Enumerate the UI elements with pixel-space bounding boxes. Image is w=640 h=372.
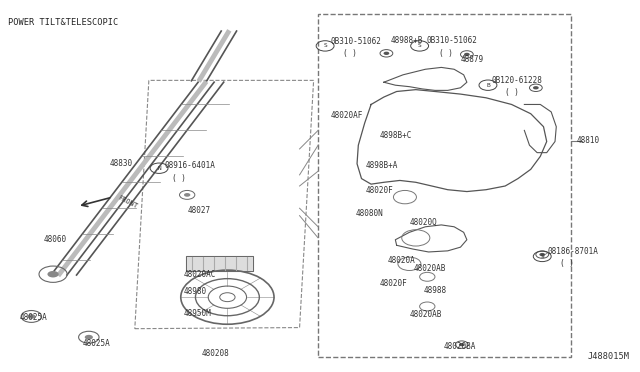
Text: FRONT: FRONT xyxy=(117,194,139,209)
Text: ( ): ( ) xyxy=(505,88,519,97)
Circle shape xyxy=(533,86,539,89)
Text: S: S xyxy=(540,254,544,259)
Text: J488015M: J488015M xyxy=(588,352,630,361)
Text: 480208: 480208 xyxy=(202,349,230,358)
Text: 08186-8701A: 08186-8701A xyxy=(547,247,598,256)
Text: 48020F: 48020F xyxy=(380,279,408,288)
Text: 0B120-61228: 0B120-61228 xyxy=(491,76,542,85)
Polygon shape xyxy=(186,256,253,271)
Text: 48025A: 48025A xyxy=(20,313,47,322)
Text: 48080N: 48080N xyxy=(356,209,383,218)
Circle shape xyxy=(464,53,470,56)
Circle shape xyxy=(47,271,59,278)
Text: 48980: 48980 xyxy=(184,287,207,296)
Text: 48025A: 48025A xyxy=(83,339,110,348)
Text: S: S xyxy=(323,44,327,48)
Circle shape xyxy=(28,314,35,319)
Text: 48020A: 48020A xyxy=(388,256,415,265)
Text: 48830: 48830 xyxy=(109,159,132,168)
Text: 48950M: 48950M xyxy=(184,310,212,318)
Circle shape xyxy=(459,343,465,346)
Text: 4898B+C: 4898B+C xyxy=(380,131,412,141)
Text: N: N xyxy=(157,166,161,171)
Text: 48020AB: 48020AB xyxy=(413,264,445,273)
Text: 48879: 48879 xyxy=(461,55,484,64)
Text: 48988+B: 48988+B xyxy=(390,36,422,45)
Text: ( ): ( ) xyxy=(560,259,574,268)
Circle shape xyxy=(383,52,389,55)
Text: 48060: 48060 xyxy=(44,235,67,244)
Text: 0B310-51062: 0B310-51062 xyxy=(330,37,381,46)
Text: 48020AB: 48020AB xyxy=(410,311,442,320)
Text: 48988: 48988 xyxy=(424,286,447,295)
Text: 0B310-51062: 0B310-51062 xyxy=(426,36,477,45)
Text: 48020AC: 48020AC xyxy=(184,270,216,279)
Text: ( ): ( ) xyxy=(172,174,186,183)
Text: 4898B+A: 4898B+A xyxy=(366,161,398,170)
Text: 48020F: 48020F xyxy=(366,186,394,195)
Text: 08916-6401A: 08916-6401A xyxy=(164,161,215,170)
Circle shape xyxy=(84,335,93,340)
Text: 48020Q: 48020Q xyxy=(410,218,437,227)
Text: 48810: 48810 xyxy=(577,136,600,145)
Text: 48020AF: 48020AF xyxy=(330,111,363,120)
Circle shape xyxy=(540,253,545,256)
Text: POWER TILT&TELESCOPIC: POWER TILT&TELESCOPIC xyxy=(8,19,118,28)
Text: 48020BA: 48020BA xyxy=(444,341,476,350)
Text: ( ): ( ) xyxy=(343,49,357,58)
Text: B: B xyxy=(486,83,490,88)
Text: 48027: 48027 xyxy=(187,206,211,215)
Text: ( ): ( ) xyxy=(439,49,452,58)
Text: S: S xyxy=(418,44,422,48)
Circle shape xyxy=(184,193,190,197)
